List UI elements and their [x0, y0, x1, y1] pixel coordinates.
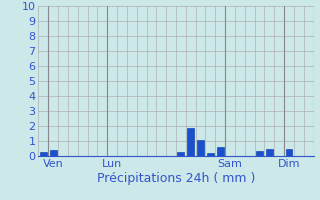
Bar	[217, 147, 224, 156]
Bar	[187, 128, 194, 156]
Bar	[40, 152, 47, 156]
Bar	[266, 149, 273, 156]
Bar	[50, 150, 57, 156]
Bar	[178, 152, 184, 156]
Bar	[256, 151, 263, 156]
Bar	[207, 153, 214, 156]
Bar	[285, 148, 292, 156]
Bar	[197, 140, 204, 156]
X-axis label: Précipitations 24h ( mm ): Précipitations 24h ( mm )	[97, 172, 255, 185]
